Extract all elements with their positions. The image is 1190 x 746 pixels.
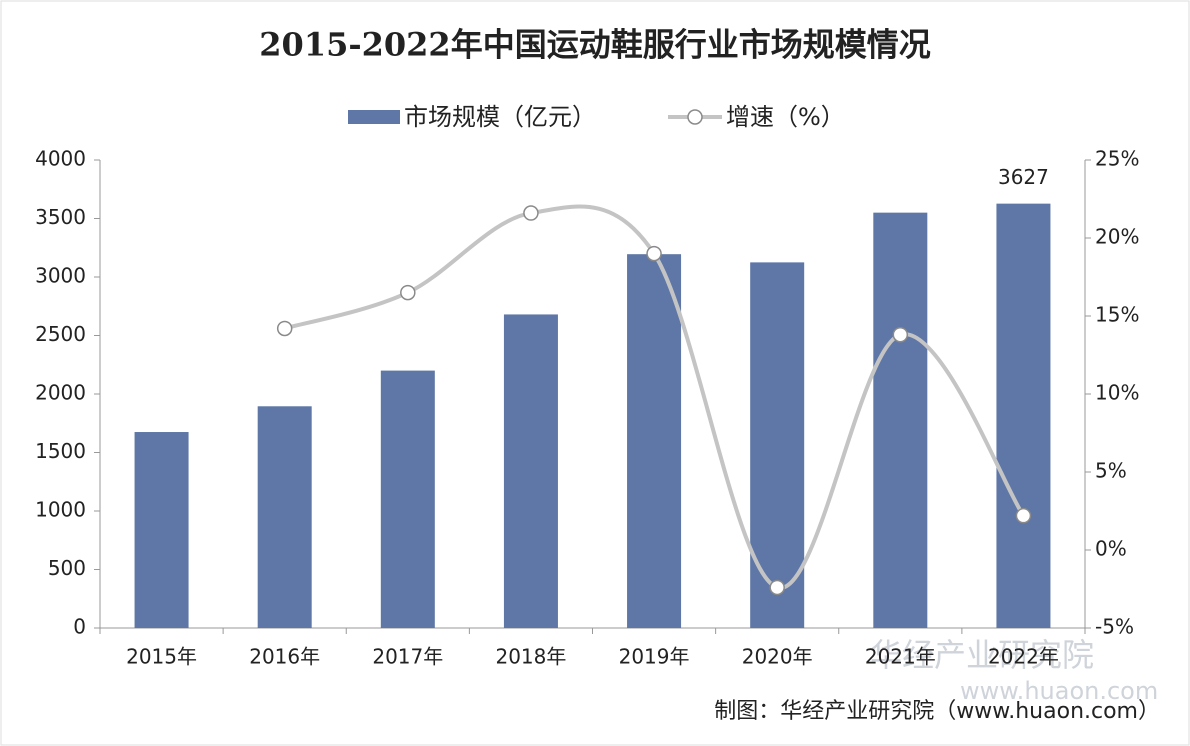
x-tick-label: 2017年 <box>372 645 443 669</box>
chart-title: 2015-2022年中国运动鞋服行业市场规模情况 <box>259 26 930 64</box>
bar <box>380 370 435 628</box>
y-tick-label: 2500 <box>35 322 86 346</box>
y-tick-label: 500 <box>48 556 86 580</box>
y2-tick-label: 25% <box>1095 147 1139 171</box>
x-tick-label: 2016年 <box>249 645 320 669</box>
growth-marker <box>769 579 785 596</box>
y2-tick-label: 10% <box>1095 381 1139 405</box>
bar <box>503 314 558 628</box>
y2-tick-label: 15% <box>1095 303 1139 327</box>
y2-tick-label: -5% <box>1095 615 1134 639</box>
y2-tick-label: 20% <box>1095 225 1139 249</box>
x-tick-label: 2015年 <box>126 645 197 669</box>
growth-marker <box>892 326 909 343</box>
watermark: www.huaon.com <box>960 677 1158 705</box>
y2-tick-label: 0% <box>1095 537 1127 561</box>
bar <box>627 254 682 628</box>
x-tick-label: 2018年 <box>495 645 566 669</box>
y-tick-label: 2000 <box>35 381 86 405</box>
x-tick-label: 2019年 <box>619 645 690 669</box>
y-tick-label: 0 <box>73 615 86 639</box>
y-tick-label: 3500 <box>35 205 86 229</box>
y2-tick-label: 5% <box>1095 459 1127 483</box>
legend-label: 增速（%） <box>726 103 845 131</box>
bar <box>996 203 1051 629</box>
legend-swatch <box>687 109 703 125</box>
x-tick-label: 2020年 <box>742 645 813 669</box>
y-tick-label: 1000 <box>35 498 86 522</box>
growth-marker <box>646 245 662 262</box>
data-label: 3627 <box>998 165 1049 189</box>
y-tick-label: 4000 <box>35 147 86 171</box>
watermark: 华经产业研究院 <box>870 636 1094 674</box>
legend-swatch <box>348 110 400 124</box>
y-tick-label: 1500 <box>35 439 86 463</box>
x-tick-label: 2021年 <box>865 645 936 669</box>
y-tick-label: 3000 <box>35 264 86 288</box>
growth-marker <box>1015 507 1032 524</box>
growth-marker <box>400 284 416 301</box>
growth-marker <box>523 205 539 221</box>
legend-label: 市场规模（亿元） <box>404 103 596 131</box>
source-note: 制图：华经产业研究院（www.huaon.com） <box>714 699 1160 724</box>
x-tick-label: 2022年 <box>988 645 1059 669</box>
bar <box>134 432 189 628</box>
growth-marker <box>276 320 293 337</box>
bar <box>257 406 312 628</box>
bar <box>873 212 928 628</box>
